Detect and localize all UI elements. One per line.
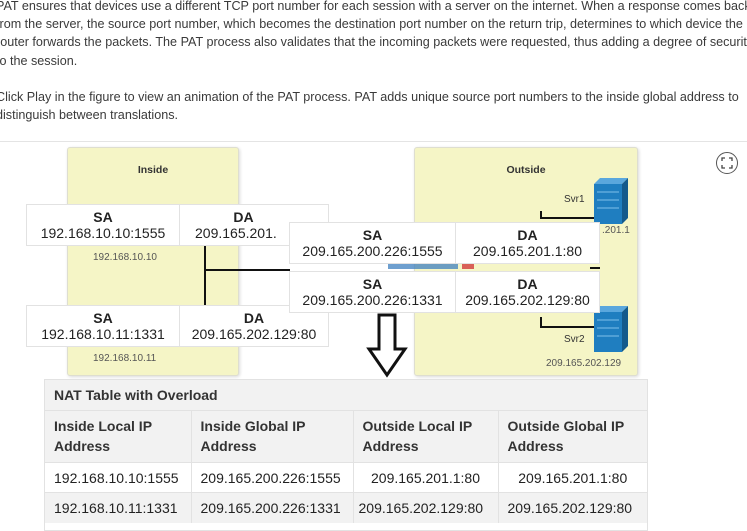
sa-header: SA bbox=[290, 276, 455, 292]
cell-inside-global: 209.165.200.226:1555 bbox=[191, 463, 353, 493]
packet-inside-host2: SA 192.168.10.11:1331 DA 209.165.202.129… bbox=[26, 305, 329, 347]
nat-table: Inside Local IP Address Inside Global IP… bbox=[45, 410, 647, 523]
sa-header: SA bbox=[27, 310, 179, 326]
cell-inside-local: 192.168.10.11:1331 bbox=[45, 493, 191, 523]
da-header: DA bbox=[456, 227, 599, 243]
da-value: 209.165.202.129:80 bbox=[465, 292, 590, 308]
table-row: 192.168.10.11:1331 209.165.200.226:1331 … bbox=[45, 493, 647, 523]
cell-inside-global: 209.165.200.226:1331 bbox=[191, 493, 353, 523]
expand-icon bbox=[721, 157, 733, 169]
server2-ip-label: 209.165.202.129 bbox=[546, 358, 621, 369]
instruction-paragraph: Click Play in the figure to view an anim… bbox=[0, 88, 747, 124]
packet-translated-host2: SA 209.165.200.226:1331 DA 209.165.202.1… bbox=[289, 271, 600, 313]
nat-table-panel: NAT Table with Overload Inside Local IP … bbox=[44, 379, 648, 531]
server1-ip-label: .201.1 bbox=[602, 225, 630, 236]
sa-header: SA bbox=[27, 209, 179, 225]
col-header-outside-global: Outside Global IP Address bbox=[498, 411, 647, 463]
nat-table-header-row: Inside Local IP Address Inside Global IP… bbox=[45, 411, 647, 463]
packet-translated-host1: SA 209.165.200.226:1555 DA 209.165.201.1… bbox=[289, 222, 600, 264]
cell-outside-local: 209.165.202.129:80 bbox=[353, 493, 498, 523]
cell-inside-local: 192.168.10.10:1555 bbox=[45, 463, 191, 493]
table-row: 192.168.10.10:1555 209.165.200.226:1555 … bbox=[45, 463, 647, 493]
host1-ip-label: 192.168.10.10 bbox=[93, 252, 157, 263]
sa-value: 209.165.200.226:1331 bbox=[302, 292, 442, 308]
server1-label: Svr1 bbox=[564, 194, 585, 205]
host2-ip-label: 192.168.10.11 bbox=[93, 353, 156, 364]
nat-table-caption: NAT Table with Overload bbox=[45, 380, 647, 410]
server1-icon bbox=[594, 178, 628, 224]
cell-outside-local: 209.165.201.1:80 bbox=[353, 463, 498, 493]
sa-value: 192.168.10.11:1331 bbox=[41, 326, 165, 342]
server2-label: Svr2 bbox=[564, 334, 585, 345]
packet-da-cell: DA 209.165.202.129:80 bbox=[455, 272, 599, 312]
down-arrow-icon bbox=[366, 313, 408, 379]
inside-zone-title: Inside bbox=[68, 164, 238, 176]
outside-zone-title: Outside bbox=[415, 164, 637, 176]
packet-sa-cell: SA 209.165.200.226:1555 bbox=[290, 223, 455, 263]
da-value: 209.165.201.1:80 bbox=[473, 243, 582, 259]
packet-sa-cell: SA 209.165.200.226:1331 bbox=[290, 272, 455, 312]
sa-value: 209.165.200.226:1555 bbox=[302, 243, 442, 259]
cell-outside-global: 209.165.201.1:80 bbox=[498, 463, 647, 493]
da-value: 209.165.201. bbox=[195, 225, 277, 241]
packet-inside-host1: SA 192.168.10.10:1555 DA 209.165.201. bbox=[26, 204, 329, 246]
col-header-inside-local: Inside Local IP Address bbox=[45, 411, 191, 463]
sa-header: SA bbox=[290, 227, 455, 243]
expand-fullscreen-button[interactable] bbox=[716, 152, 738, 174]
packet-da-cell: DA 209.165.201.1:80 bbox=[455, 223, 599, 263]
intro-paragraph: PAT ensures that devices use a different… bbox=[0, 0, 747, 70]
sa-value: 192.168.10.10:1555 bbox=[41, 225, 166, 241]
col-header-inside-global: Inside Global IP Address bbox=[191, 411, 353, 463]
packet-sa-cell: SA 192.168.10.11:1331 bbox=[27, 306, 179, 346]
da-value: 209.165.202.129:80 bbox=[192, 326, 317, 342]
col-header-outside-local: Outside Local IP Address bbox=[353, 411, 498, 463]
da-header: DA bbox=[456, 276, 599, 292]
cell-outside-global: 209.165.202.129:80 bbox=[498, 493, 647, 523]
packet-sa-cell: SA 192.168.10.10:1555 bbox=[27, 205, 179, 245]
